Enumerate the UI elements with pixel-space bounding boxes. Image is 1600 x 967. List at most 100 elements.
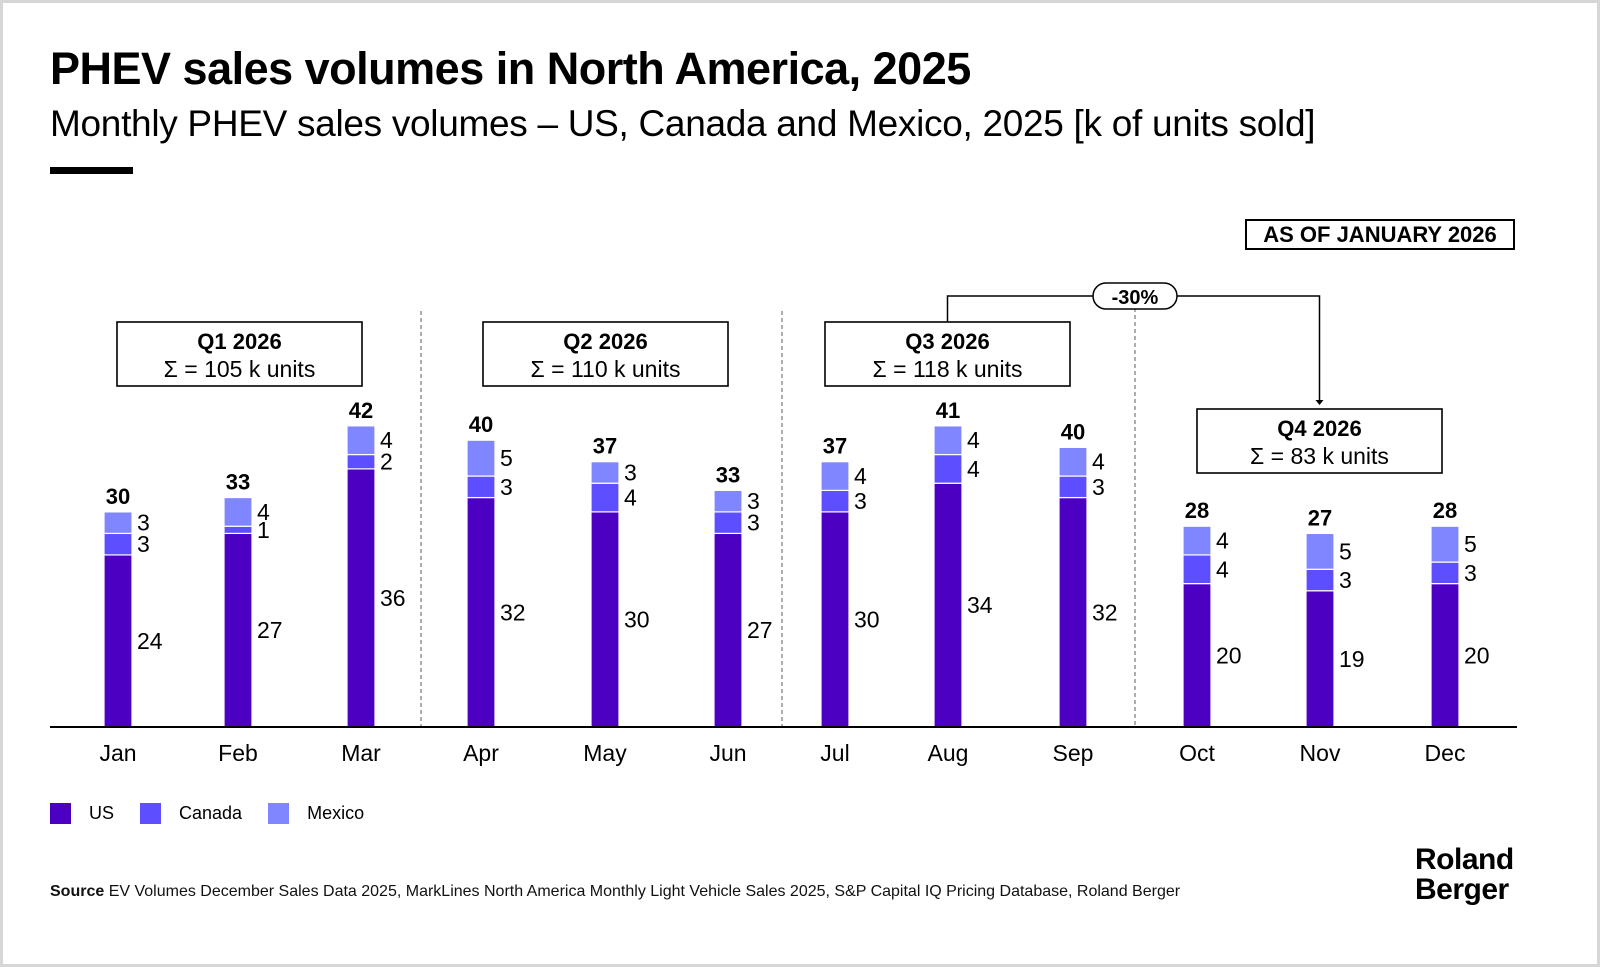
segment-value-label: 3 — [500, 474, 513, 500]
bar-segment-mexico — [466, 439, 496, 477]
quarter-sum-label: Σ = 118 k units — [873, 356, 1023, 382]
segment-value-label: 3 — [137, 531, 150, 557]
bar-segment-us — [223, 532, 253, 728]
bar-segment-canada — [466, 475, 496, 499]
segment-value-label: 3 — [624, 459, 637, 485]
legend-swatch-mexico — [268, 803, 290, 824]
segment-value-label: 19 — [1339, 646, 1365, 672]
total-value-label: 40 — [1061, 419, 1085, 444]
bar-segment-mexico — [103, 511, 133, 535]
x-tick-label: Oct — [1179, 740, 1215, 766]
bar-segment-us — [1430, 582, 1460, 728]
segment-value-label: 4 — [967, 456, 980, 482]
as-of-badge: AS OF JANUARY 2026 — [1245, 219, 1515, 250]
bar-segment-mexico — [1058, 446, 1088, 477]
segment-value-label: 3 — [747, 488, 760, 514]
quarter-summary-box — [482, 321, 729, 387]
segment-value-label: 5 — [500, 445, 513, 471]
title-rule-divider — [50, 167, 133, 174]
bar-segment-canada — [346, 453, 376, 470]
segment-value-label: 5 — [1339, 538, 1352, 564]
segment-value-label: 32 — [1092, 599, 1118, 625]
x-tick-label: Feb — [218, 740, 258, 766]
bar-segment-us — [590, 511, 620, 728]
roland-berger-logo: Roland Berger — [1415, 845, 1514, 905]
page-subtitle: Monthly PHEV sales volumes – US, Canada … — [50, 103, 1316, 144]
legend-item-canada: Canada — [140, 803, 242, 824]
legend-item-mexico: Mexico — [268, 803, 364, 824]
segment-value-label: 3 — [1092, 474, 1105, 500]
total-value-label: 30 — [106, 484, 130, 509]
bar-segment-canada — [590, 482, 620, 513]
x-tick-label: Jul — [820, 740, 849, 766]
legend-label-mexico: Mexico — [307, 803, 365, 823]
bar-segment-mexico — [590, 461, 620, 484]
segment-value-label: 36 — [380, 585, 406, 611]
bar-segment-mexico — [1305, 532, 1335, 570]
change-percent-label: -30% — [1112, 287, 1159, 309]
total-value-label: 41 — [936, 398, 960, 423]
quarter-sum-label: Σ = 105 k units — [164, 356, 316, 382]
x-tick-label: Jun — [709, 740, 746, 766]
quarter-label: Q1 2026 — [197, 329, 281, 354]
bar-segment-us — [346, 468, 376, 728]
segment-value-label: 3 — [747, 510, 760, 536]
segment-value-label: 30 — [624, 606, 650, 632]
segment-value-label: 20 — [1464, 642, 1490, 668]
segment-value-label: 20 — [1216, 642, 1242, 668]
source-note: Source EV Volumes December Sales Data 20… — [50, 883, 1180, 901]
segment-value-label: 3 — [137, 510, 150, 536]
segment-value-label: 4 — [1216, 528, 1229, 554]
bar-segment-mexico — [346, 425, 376, 456]
x-tick-label: Nov — [1300, 740, 1341, 766]
bar-segment-canada — [103, 532, 133, 556]
logo-line-1: Roland — [1415, 843, 1514, 876]
total-value-label: 28 — [1185, 498, 1209, 523]
x-tick-label: Jan — [99, 740, 136, 766]
total-value-label: 33 — [226, 470, 250, 495]
total-value-label: 28 — [1433, 498, 1457, 523]
segment-value-label: 32 — [500, 599, 526, 625]
legend: US Canada Mexico — [50, 803, 390, 824]
x-tick-label: Aug — [928, 740, 969, 766]
x-tick-label: May — [583, 740, 627, 766]
bar-segment-mexico — [1430, 525, 1460, 563]
bar-segment-mexico — [933, 425, 963, 456]
stacked-bar-chart: 243330Jan271433Feb362442Mar323540Apr3043… — [50, 282, 1517, 766]
bar-segment-mexico — [713, 489, 743, 513]
legend-item-us: US — [50, 803, 114, 824]
bar-segment-us — [1182, 582, 1212, 728]
segment-value-label: 3 — [1464, 560, 1477, 586]
x-tick-label: Apr — [463, 740, 499, 766]
bar-segment-us — [820, 511, 850, 728]
total-value-label: 37 — [823, 434, 847, 459]
legend-label-us: US — [89, 803, 115, 823]
segment-value-label: 27 — [257, 617, 283, 643]
segment-value-label: 4 — [624, 485, 637, 511]
legend-swatch-us — [50, 803, 71, 824]
total-value-label: 40 — [469, 412, 493, 437]
bar-segment-canada — [820, 489, 850, 513]
segment-value-label: 4 — [967, 427, 980, 453]
total-value-label: 42 — [349, 398, 373, 423]
segment-value-label: 4 — [257, 499, 270, 525]
quarter-sum-label: Σ = 83 k units — [1250, 443, 1389, 469]
segment-value-label: 4 — [1216, 556, 1229, 582]
segment-value-label: 4 — [854, 463, 867, 489]
bar-segment-mexico — [223, 496, 253, 527]
bar-segment-us — [713, 532, 743, 728]
segment-value-label: 3 — [854, 488, 867, 514]
legend-label-canada: Canada — [179, 803, 243, 823]
bar-segment-canada — [1058, 475, 1088, 499]
page-title: PHEV sales volumes in North America, 202… — [50, 43, 971, 94]
total-value-label: 37 — [593, 434, 617, 459]
bar-segment-canada — [1305, 568, 1335, 592]
legend-swatch-canada — [140, 803, 162, 824]
bar-segment-us — [1305, 590, 1335, 728]
segment-value-label: 5 — [1464, 531, 1477, 557]
bar-segment-canada — [1182, 554, 1212, 585]
segment-value-label: 34 — [967, 592, 993, 618]
source-text: EV Volumes December Sales Data 2025, Mar… — [104, 883, 1181, 900]
total-value-label: 27 — [1308, 505, 1332, 530]
bar-segment-canada — [1430, 561, 1460, 585]
